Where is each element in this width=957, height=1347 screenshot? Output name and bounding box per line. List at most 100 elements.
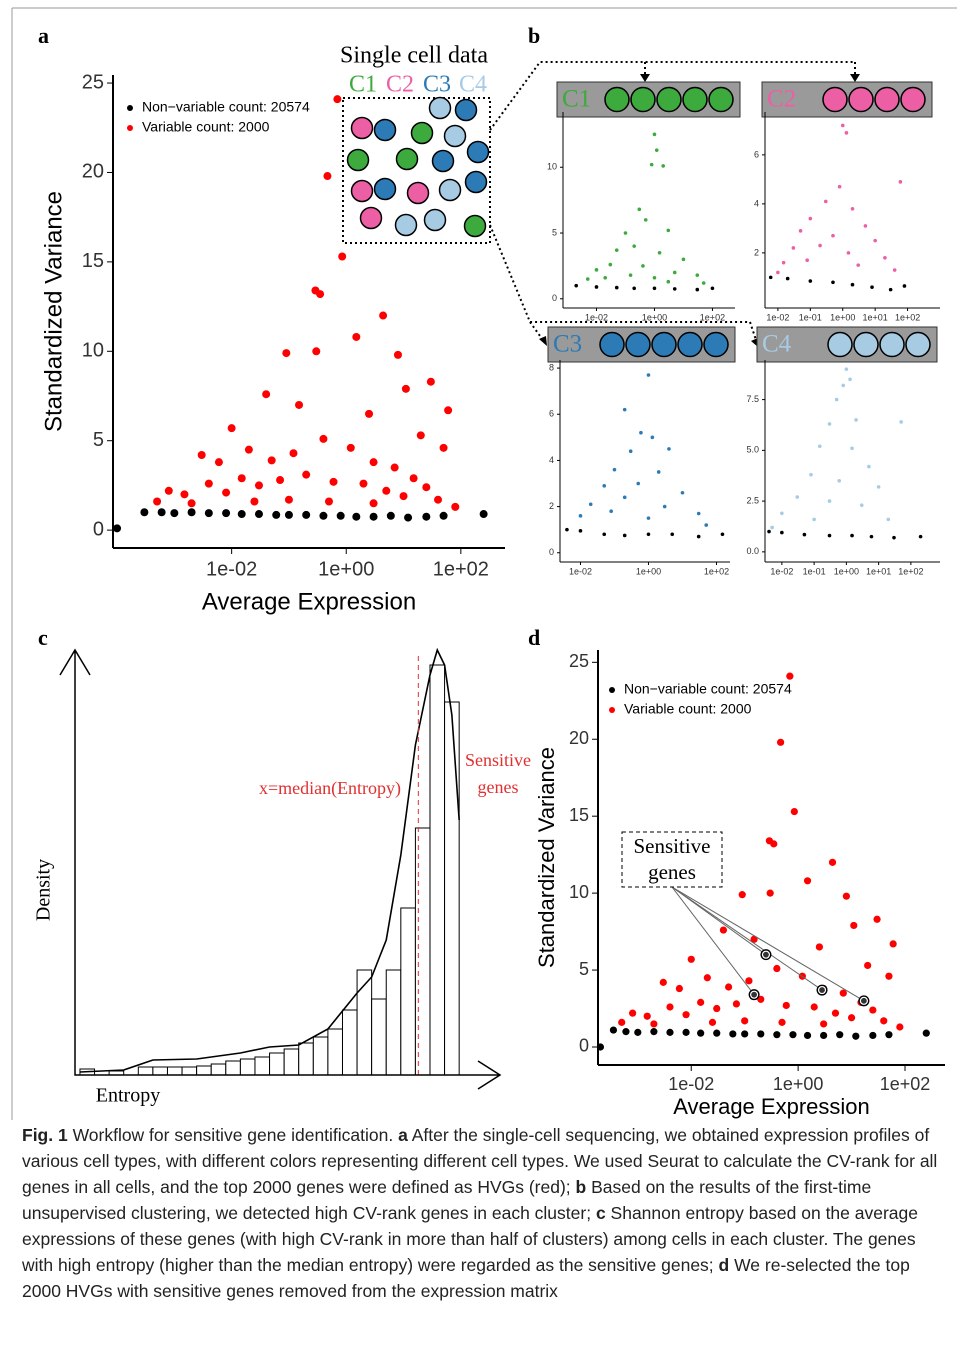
point [629,1009,637,1017]
x-axis-title: Average Expression [202,588,416,615]
point [267,456,276,465]
point [164,486,173,495]
point [823,199,828,204]
hist-bar [254,1056,271,1076]
cell [879,331,905,358]
point [244,445,253,454]
cell [431,149,455,173]
point [864,961,872,970]
point [695,287,700,292]
connector [489,224,750,323]
point [312,347,321,356]
y-tick-label: 15 [82,250,104,272]
cell [625,331,651,358]
point [809,472,813,477]
point [578,514,583,518]
legend-label: Variable count: 2000 [624,701,752,717]
point [661,164,665,168]
x-tick-label: 1e-01 [799,313,822,323]
point [785,276,790,281]
x-tick-label: 1e+00 [773,1074,824,1094]
point [479,510,488,519]
caption-text: Based on the results of the first-time u… [22,1177,872,1223]
point [204,479,213,488]
point [741,1030,749,1038]
point [805,258,809,263]
point [416,431,425,440]
point [852,1032,860,1040]
point [790,807,798,816]
hist-bar [414,827,431,1076]
point [365,409,374,418]
point [237,474,246,483]
point [656,470,661,474]
point [386,511,395,520]
point [622,533,627,538]
point [831,1009,840,1017]
point [254,481,263,490]
y-tick-label: 10 [82,340,104,362]
point [918,534,923,539]
cell [874,86,900,113]
point [850,206,855,211]
point [704,523,709,527]
hist-bar [400,907,416,1076]
caption-key: a [398,1125,408,1145]
point [892,268,897,272]
cell [599,331,625,358]
cell [827,331,853,358]
cell [630,86,656,113]
point [781,260,786,265]
y-tick-label: 5 [552,227,557,237]
point [603,275,608,280]
y-tick-label: 0 [549,547,554,557]
point [670,532,675,537]
x-tick-label: 1e-02 [668,1074,714,1094]
point [766,889,774,897]
point [404,513,413,522]
point [820,1020,828,1028]
cell [905,331,931,358]
hist-bar [283,1048,300,1076]
y-tick-label: 0 [579,1036,589,1056]
point [724,983,733,991]
point [738,891,746,899]
cluster-label: C2 [767,86,796,113]
point [632,286,636,291]
point [672,287,677,291]
point [295,400,304,409]
cell [428,96,452,120]
point [302,470,311,479]
point [434,495,443,504]
point [602,484,607,488]
point [623,231,628,235]
cell [463,214,487,238]
y-tick-label: 10 [569,882,589,902]
point [662,504,667,509]
point [687,955,695,963]
cell [466,140,490,164]
y-tick-label: 15 [569,805,589,825]
point [641,264,645,268]
point [652,132,657,137]
hist-bar [225,1060,241,1076]
y-tick-label: 6 [549,409,554,419]
x-tick-label: 1e-02 [766,313,789,323]
point [254,510,263,519]
point [842,892,850,900]
legend-label: Non−variable count: 20574 [142,99,310,115]
point [672,270,677,275]
point [618,1018,626,1026]
hist-bar [298,1042,314,1076]
x-tick-label: 1e+02 [898,567,923,577]
x-tick-label: 1e-02 [569,567,592,577]
point [369,512,378,521]
point [622,407,627,412]
point [222,488,231,497]
point [609,1026,618,1034]
hist-bar [371,998,387,1076]
point [214,458,223,467]
x-tick-label: 1e+02 [704,567,729,577]
point [817,444,822,449]
point [681,257,686,262]
